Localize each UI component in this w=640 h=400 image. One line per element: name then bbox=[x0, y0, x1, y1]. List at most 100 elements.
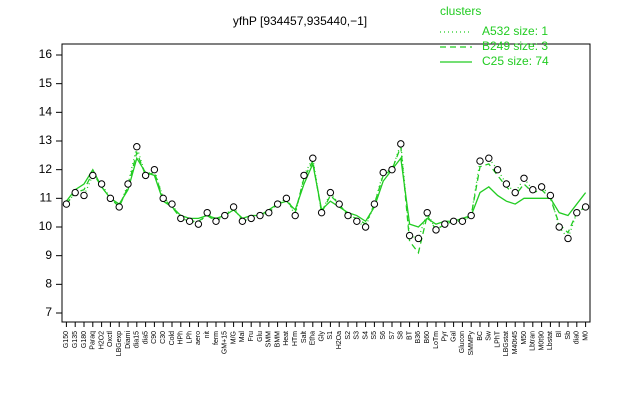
data-point bbox=[168, 200, 176, 208]
x-tick-label: Sw bbox=[486, 330, 493, 341]
x-tick-label: B36 bbox=[415, 331, 422, 344]
data-point bbox=[62, 200, 71, 208]
y-tick-label: 12 bbox=[39, 162, 53, 176]
data-point bbox=[485, 154, 493, 162]
y-tick-label: 10 bbox=[39, 219, 53, 233]
data-point bbox=[80, 191, 88, 200]
legend-label: C25 size: 74 bbox=[482, 54, 549, 68]
x-tick-label: ferm bbox=[213, 331, 220, 345]
x-tick-label: Pyr bbox=[442, 330, 449, 341]
data-point bbox=[555, 223, 563, 231]
x-tick-label: Fru bbox=[248, 331, 255, 342]
data-point bbox=[133, 143, 141, 151]
data-point bbox=[414, 234, 423, 243]
data-point bbox=[573, 208, 581, 217]
series-line bbox=[65, 143, 586, 240]
data-point bbox=[300, 171, 308, 180]
data-point bbox=[71, 188, 79, 197]
data-point bbox=[238, 217, 247, 225]
data-point bbox=[467, 211, 475, 220]
x-tick-label: Paraq bbox=[90, 331, 97, 350]
data-point bbox=[502, 180, 511, 188]
x-tick-label: Oxctl bbox=[107, 331, 114, 347]
series-line bbox=[65, 156, 587, 228]
x-tick-label: aero bbox=[195, 331, 202, 345]
x-tick-label: Glucon bbox=[459, 331, 466, 353]
data-point bbox=[265, 208, 273, 217]
data-point bbox=[397, 140, 405, 148]
data-point bbox=[177, 214, 185, 223]
x-tick-label: M/G bbox=[230, 331, 237, 344]
y-tick-label: 9 bbox=[45, 248, 52, 262]
x-tick-label: S2 bbox=[345, 331, 352, 340]
x-tick-label: C30 bbox=[160, 331, 167, 344]
x-tick-label: Gal bbox=[450, 331, 457, 342]
plot-frame bbox=[61, 43, 591, 323]
y-tick-label: 13 bbox=[39, 133, 53, 147]
x-tick-label: LPh bbox=[186, 331, 193, 344]
x-tick-label: SMM bbox=[266, 331, 273, 348]
x-tick-label: M40t45 bbox=[512, 331, 519, 354]
x-tick-label: GM+15 bbox=[222, 331, 229, 354]
data-point bbox=[388, 165, 396, 174]
x-tick-label: Etha bbox=[310, 331, 317, 346]
x-tick-label: LBGstat bbox=[503, 331, 510, 356]
x-tick-label: G150 bbox=[63, 331, 70, 348]
data-point bbox=[511, 188, 519, 197]
x-tick-label: HTm bbox=[292, 331, 299, 346]
x-tick-label: LPhT bbox=[494, 330, 501, 347]
data-point bbox=[203, 208, 211, 217]
x-tick-label: G180 bbox=[81, 331, 88, 348]
data-point bbox=[97, 180, 106, 188]
data-point bbox=[194, 220, 203, 228]
data-point bbox=[423, 208, 431, 217]
data-point bbox=[564, 234, 572, 243]
data-point bbox=[247, 214, 255, 223]
x-tick-label: Glu bbox=[257, 331, 264, 342]
chart-title: yfhP [934457,935440,−1] bbox=[233, 14, 367, 28]
data-point bbox=[291, 211, 299, 220]
y-tick-label: 8 bbox=[45, 277, 52, 291]
x-tick-label: M50 bbox=[521, 331, 528, 345]
data-point bbox=[273, 200, 282, 208]
legend-label: A532 size: 1 bbox=[482, 24, 548, 38]
y-tick-label: 7 bbox=[45, 305, 52, 319]
x-tick-label: B60 bbox=[424, 331, 431, 344]
x-tick-label: dia15 bbox=[134, 331, 141, 348]
data-point bbox=[317, 208, 326, 217]
x-tick-label: M0 bbox=[582, 331, 589, 341]
x-tick-label: SMMPy bbox=[468, 331, 475, 356]
data-point bbox=[159, 194, 167, 203]
x-tick-label: Salt bbox=[301, 331, 308, 343]
y-tick-label: 16 bbox=[39, 47, 53, 61]
data-point bbox=[581, 203, 590, 211]
series-line bbox=[65, 146, 586, 255]
x-tick-label: BMM bbox=[274, 331, 281, 348]
x-tick-label: H2O2 bbox=[98, 331, 105, 349]
data-point bbox=[546, 191, 555, 200]
data-point bbox=[229, 203, 238, 211]
x-tick-label: C90 bbox=[151, 331, 158, 344]
x-tick-label: LoTm bbox=[433, 331, 440, 349]
data-point bbox=[212, 217, 220, 225]
x-tick-label: S7 bbox=[389, 331, 396, 340]
data-point bbox=[476, 157, 484, 165]
data-point bbox=[432, 226, 440, 234]
x-tick-label: S6 bbox=[380, 331, 387, 340]
x-tick-label: BC bbox=[477, 331, 484, 341]
data-point bbox=[537, 183, 546, 191]
data-point bbox=[256, 211, 264, 220]
y-tick-label: 14 bbox=[39, 105, 53, 119]
x-tick-label: Lbstat bbox=[547, 331, 554, 350]
data-point bbox=[150, 165, 159, 174]
legend-title: clusters bbox=[440, 4, 481, 18]
x-tick-label: nit bbox=[204, 331, 211, 338]
data-point bbox=[221, 211, 229, 220]
data-point bbox=[458, 217, 467, 225]
x-tick-label: LBGexp bbox=[116, 331, 123, 356]
data-point bbox=[89, 171, 97, 180]
x-tick-label: Gly bbox=[318, 331, 325, 342]
data-point bbox=[449, 217, 458, 225]
legend-label: B249 size: 3 bbox=[482, 39, 548, 53]
